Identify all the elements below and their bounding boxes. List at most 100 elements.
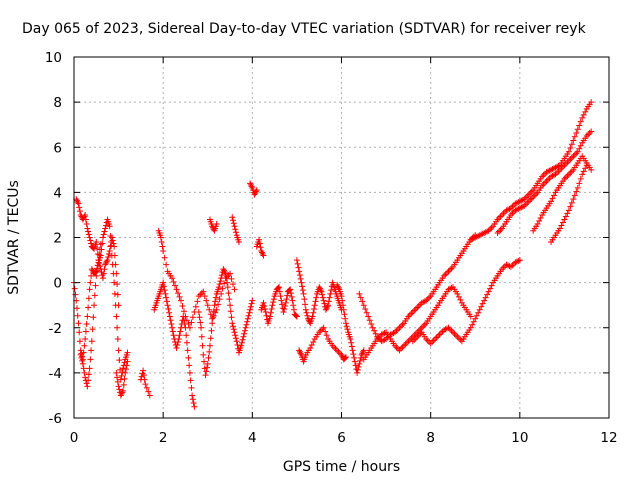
data-point [189, 314, 196, 321]
data-point [204, 364, 211, 371]
data-point [121, 375, 128, 382]
data-point [101, 228, 108, 235]
data-point [103, 258, 110, 265]
data-point [341, 311, 348, 318]
data-point [253, 187, 260, 194]
data-point [260, 299, 267, 306]
data-point [172, 282, 179, 289]
data-point [574, 126, 581, 133]
data-point [412, 305, 419, 312]
data-point [281, 305, 288, 312]
data-point [568, 199, 575, 206]
data-point [84, 225, 91, 232]
data-point [509, 210, 516, 217]
data-point [110, 240, 117, 247]
data-point [269, 302, 276, 309]
data-point [191, 403, 198, 410]
data-point [167, 317, 174, 324]
data-point [469, 321, 476, 328]
data-point [298, 279, 305, 286]
data-point [241, 330, 248, 337]
data-point [87, 237, 94, 244]
data-point [248, 183, 255, 190]
data-point [403, 339, 410, 346]
data-point [114, 378, 121, 385]
data-point [111, 243, 118, 250]
data-point [414, 304, 421, 311]
data-point [355, 363, 362, 370]
data-point [559, 163, 566, 170]
data-point [115, 383, 122, 390]
data-point [76, 329, 83, 336]
data-point [165, 305, 172, 312]
data-point [268, 305, 275, 312]
data-point [289, 297, 296, 304]
data-point [446, 326, 453, 333]
data-point [170, 332, 177, 339]
data-point [82, 336, 89, 343]
data-point [561, 216, 568, 223]
data-point [162, 290, 169, 297]
data-point [509, 262, 516, 269]
data-point [94, 267, 101, 274]
data-point [488, 224, 495, 231]
data-point [454, 290, 461, 297]
data-point [295, 264, 302, 271]
y-axis-label: SDTVAR / TECUs [6, 180, 22, 295]
data-point [412, 335, 419, 342]
data-point [296, 268, 303, 275]
data-point [189, 396, 196, 403]
data-point [83, 220, 90, 227]
data-point [222, 270, 229, 277]
data-point [543, 178, 550, 185]
data-point [86, 234, 93, 241]
data-point [359, 298, 366, 305]
data-point [350, 351, 357, 358]
data-point [92, 282, 99, 289]
data-point [562, 174, 569, 181]
data-point [310, 339, 317, 346]
series-track-6 [151, 279, 198, 410]
data-point [356, 290, 363, 297]
data-point [475, 309, 482, 316]
data-point [232, 332, 239, 339]
data-point [574, 184, 581, 191]
data-point [411, 307, 418, 314]
data-point [444, 325, 451, 332]
data-point [292, 311, 299, 318]
data-point [351, 358, 358, 365]
data-point [588, 99, 595, 106]
data-point [347, 336, 354, 343]
data-point [261, 302, 268, 309]
data-point [183, 317, 190, 324]
data-point [356, 360, 363, 367]
data-point [111, 290, 118, 297]
series-track-7 [155, 227, 238, 331]
data-point [576, 180, 583, 187]
data-point [122, 369, 129, 376]
data-point [396, 324, 403, 331]
data-point [394, 326, 401, 333]
data-point [86, 286, 93, 293]
data-point [217, 278, 224, 285]
data-point [227, 302, 234, 309]
data-point [89, 326, 96, 333]
data-point [160, 279, 167, 286]
data-point [332, 345, 339, 352]
data-point [309, 313, 316, 320]
data-point [570, 153, 577, 160]
data-point [116, 357, 123, 364]
data-point [169, 275, 176, 282]
data-point [175, 290, 182, 297]
data-point [571, 133, 578, 140]
data-point [230, 326, 237, 333]
data-point [197, 291, 204, 298]
series-track-2 [73, 196, 122, 309]
data-point [175, 339, 182, 346]
data-point [445, 268, 452, 275]
data-point [319, 294, 326, 301]
data-point [114, 336, 121, 343]
data-point [258, 249, 265, 256]
series-track-18 [360, 284, 474, 363]
data-point [322, 328, 329, 335]
